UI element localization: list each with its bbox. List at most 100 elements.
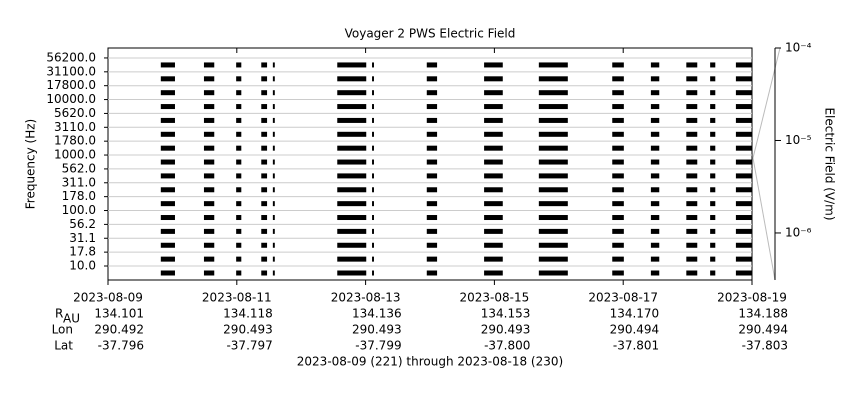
data-band — [710, 117, 716, 123]
data-band — [735, 104, 752, 110]
data-band — [426, 159, 438, 165]
data-band — [735, 76, 752, 82]
data-band — [272, 215, 275, 221]
data-band — [337, 256, 367, 262]
data-band — [160, 145, 175, 151]
data-band — [236, 173, 242, 179]
y-tick-label: 5620.0 — [54, 106, 96, 120]
data-band — [612, 117, 624, 123]
data-band — [372, 173, 374, 179]
data-band — [538, 215, 568, 221]
data-band — [426, 76, 438, 82]
data-band — [272, 201, 275, 207]
data-band — [710, 131, 716, 137]
data-band — [686, 228, 698, 234]
data-band — [650, 173, 660, 179]
data-band — [372, 256, 374, 262]
chart-title: Voyager 2 PWS Electric Field — [345, 27, 516, 41]
data-band — [538, 90, 568, 96]
data-band — [337, 90, 367, 96]
data-band — [686, 242, 698, 248]
data-band — [484, 90, 503, 96]
data-band — [337, 117, 367, 123]
data-band — [686, 201, 698, 207]
ephemeris-value: 290.494 — [738, 323, 788, 337]
y-tick-label: 31.1 — [69, 231, 96, 245]
data-band — [612, 76, 624, 82]
ephemeris-label: Lon — [52, 323, 73, 337]
data-band — [203, 159, 215, 165]
data-band — [261, 131, 268, 137]
data-band — [538, 270, 568, 276]
data-band — [372, 104, 374, 110]
y-tick-label: 3110.0 — [54, 120, 96, 134]
data-band — [710, 215, 716, 221]
data-band — [686, 76, 698, 82]
data-band — [686, 131, 698, 137]
ephemeris-value: 134.136 — [352, 307, 402, 321]
data-band — [612, 145, 624, 151]
data-band — [426, 270, 438, 276]
data-band — [236, 131, 242, 137]
data-band — [710, 159, 716, 165]
data-band — [426, 256, 438, 262]
ephemeris-value: 290.493 — [352, 323, 402, 337]
data-band — [236, 256, 242, 262]
data-band — [337, 62, 367, 68]
data-band — [160, 215, 175, 221]
y-tick-label: 31100.0 — [46, 64, 96, 78]
data-band — [272, 159, 275, 165]
data-band — [686, 187, 698, 193]
data-band — [236, 62, 242, 68]
data-band — [337, 215, 367, 221]
data-band — [372, 62, 374, 68]
data-band — [686, 215, 698, 221]
data-band — [160, 131, 175, 137]
data-band — [710, 228, 716, 234]
data-band — [710, 270, 716, 276]
y-tick-label: 1000.0 — [54, 148, 96, 162]
data-band — [203, 270, 215, 276]
data-band — [236, 215, 242, 221]
y-tick-label: 56200.0 — [46, 50, 96, 64]
data-band — [272, 145, 275, 151]
data-band — [160, 187, 175, 193]
data-band — [484, 270, 503, 276]
data-band — [261, 90, 268, 96]
data-band — [650, 117, 660, 123]
data-band — [261, 104, 268, 110]
data-band — [484, 173, 503, 179]
colorbar-tick-label: 10⁻⁶ — [785, 225, 812, 239]
data-band — [686, 256, 698, 262]
data-band — [650, 187, 660, 193]
data-band — [372, 145, 374, 151]
data-band — [484, 215, 503, 221]
data-band — [710, 76, 716, 82]
data-band — [272, 117, 275, 123]
ephemeris-value: 290.494 — [610, 323, 660, 337]
data-band — [735, 270, 752, 276]
data-band — [160, 76, 175, 82]
data-band — [538, 159, 568, 165]
data-band — [160, 173, 175, 179]
data-band — [261, 187, 268, 193]
data-band — [735, 173, 752, 179]
data-band — [203, 131, 215, 137]
data-band — [650, 242, 660, 248]
y-tick-label: 178.0 — [62, 189, 96, 203]
data-band — [261, 145, 268, 151]
data-band — [612, 242, 624, 248]
data-band — [272, 173, 275, 179]
data-band — [261, 201, 268, 207]
data-band — [426, 90, 438, 96]
data-band — [686, 90, 698, 96]
data-band — [538, 242, 568, 248]
ephemeris-value: -37.797 — [226, 339, 272, 353]
data-band — [261, 228, 268, 234]
ephemeris-value: -37.801 — [613, 339, 659, 353]
data-band — [686, 159, 698, 165]
data-band — [735, 159, 752, 165]
data-band — [236, 145, 242, 151]
data-band — [612, 228, 624, 234]
